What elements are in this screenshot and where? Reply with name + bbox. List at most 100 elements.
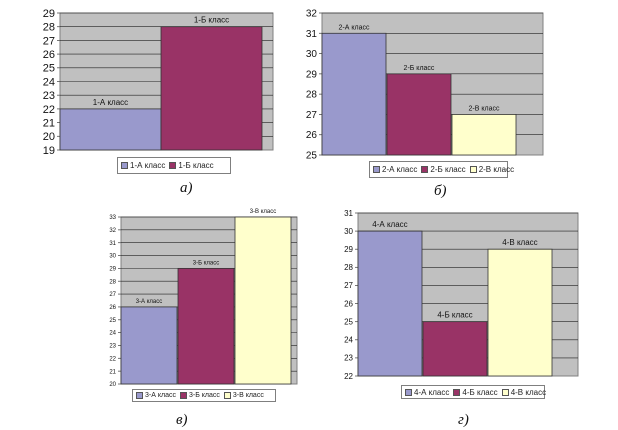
- y-tick-label: 25: [344, 317, 353, 326]
- y-tick-label: 30: [344, 227, 353, 236]
- legend-swatch: [501, 388, 509, 396]
- legend-swatch: [121, 162, 128, 169]
- legend-swatch: [179, 392, 187, 399]
- legend-swatch: [373, 166, 380, 173]
- chart-caption: б): [434, 183, 447, 199]
- legend: 1-А класс 1-Б класс: [117, 157, 231, 174]
- legend-swatch: [169, 162, 177, 169]
- y-tick-label: 22: [43, 104, 55, 116]
- legend-label: 2-А класс: [382, 165, 418, 174]
- y-tick-label: 24: [43, 76, 55, 88]
- legend-item: 3-В класс: [223, 392, 264, 399]
- y-tick-label: 20: [43, 131, 55, 143]
- legend-label: 2-В класс: [478, 165, 515, 174]
- y-tick-label: 32: [109, 228, 116, 234]
- bar: [386, 73, 452, 156]
- legend-item: 3-Б класс: [179, 392, 220, 399]
- y-tick-label: 29: [109, 266, 116, 272]
- y-tick-label: 31: [344, 209, 353, 218]
- y-tick-label: 27: [344, 281, 353, 290]
- y-tick-label: 25: [43, 63, 55, 75]
- legend-item: 4-Б класс: [453, 387, 498, 397]
- y-tick-label: 28: [43, 22, 55, 34]
- bar-data-label: 4-А класс: [372, 220, 407, 229]
- legend-swatch: [453, 388, 461, 396]
- legend-swatch: [405, 388, 412, 396]
- y-tick-label: 33: [109, 215, 116, 221]
- y-tick-label: 31: [306, 29, 318, 40]
- y-tick-label: 25: [109, 318, 116, 324]
- legend-label: 3-В класс: [232, 392, 264, 399]
- y-tick-label: 21: [43, 117, 55, 129]
- bar-data-label: 2-Б класс: [404, 65, 435, 72]
- y-tick-label: 27: [43, 35, 55, 47]
- legend-label: 3-А класс: [145, 392, 176, 399]
- legend-item: 4-В класс: [501, 387, 547, 397]
- legend-label: 1-А класс: [130, 161, 166, 170]
- bar-data-label: 3-В класс: [250, 209, 277, 215]
- y-tick-label: 23: [344, 354, 353, 363]
- y-tick-label: 26: [344, 299, 353, 308]
- y-tick-label: 24: [344, 336, 353, 345]
- y-tick-label: 29: [43, 8, 55, 20]
- y-tick-label: 28: [344, 263, 353, 272]
- y-tick-label: 30: [306, 49, 318, 60]
- bar: [487, 248, 553, 377]
- y-tick-label: 28: [109, 279, 116, 285]
- legend-item: 1-А класс: [121, 161, 165, 170]
- y-tick-label: 26: [109, 305, 116, 311]
- legend: 4-А класс 4-Б класс 4-В класс: [401, 385, 547, 399]
- legend-item: 2-Б класс: [421, 165, 466, 174]
- y-tick-label: 29: [344, 245, 353, 254]
- y-tick-label: 23: [109, 344, 116, 350]
- bar: [234, 216, 292, 385]
- y-tick-label: 31: [109, 241, 116, 247]
- y-tick-label: 25: [306, 151, 318, 162]
- legend-label: 3-Б класс: [188, 392, 220, 399]
- y-tick-label: 22: [344, 372, 353, 381]
- legend-label: 1-Б класс: [178, 161, 214, 170]
- legend-item: 2-В класс: [469, 165, 515, 174]
- bar: [451, 114, 517, 156]
- chart-caption: в): [176, 412, 188, 428]
- bar-data-label: 4-Б класс: [437, 311, 472, 320]
- legend-item: 2-А класс: [373, 165, 417, 174]
- bar: [160, 26, 263, 151]
- bar: [357, 230, 423, 377]
- y-tick-label: 30: [109, 254, 116, 260]
- legend-label: 2-Б класс: [430, 165, 466, 174]
- chart-caption: а): [180, 180, 193, 196]
- legend-label: 4-А класс: [414, 387, 450, 397]
- y-tick-label: 19: [43, 145, 55, 157]
- y-tick-label: 32: [306, 9, 318, 20]
- bar-data-label: 2-А класс: [339, 24, 370, 31]
- y-tick-label: 27: [306, 110, 318, 121]
- bar-data-label: 1-Б класс: [194, 16, 229, 25]
- chart-caption: г): [458, 412, 469, 428]
- y-tick-label: 21: [109, 369, 116, 375]
- legend-swatch: [136, 392, 143, 399]
- y-tick-label: 29: [306, 69, 318, 80]
- y-tick-label: 20: [109, 382, 116, 388]
- bar-data-label: 3-Б класс: [193, 260, 219, 266]
- legend-swatch: [223, 392, 231, 399]
- legend-label: 4-В класс: [510, 387, 547, 397]
- y-tick-label: 26: [306, 130, 318, 141]
- legend-item: 4-А класс: [405, 388, 449, 397]
- bar: [321, 32, 387, 156]
- legend-swatch: [421, 166, 429, 173]
- y-tick-label: 22: [109, 356, 116, 362]
- bar-data-label: 1-А класс: [93, 98, 128, 107]
- legend-item: 3-А класс: [136, 392, 176, 399]
- bar: [177, 267, 235, 385]
- y-tick-label: 28: [306, 90, 318, 101]
- legend-label: 4-Б класс: [462, 387, 498, 397]
- legend-swatch: [469, 166, 477, 173]
- bar-data-label: 3-А класс: [136, 299, 163, 305]
- legend-item: 1-Б класс: [169, 161, 214, 170]
- legend: 3-А класс 3-Б класс 3-В класс: [132, 389, 276, 402]
